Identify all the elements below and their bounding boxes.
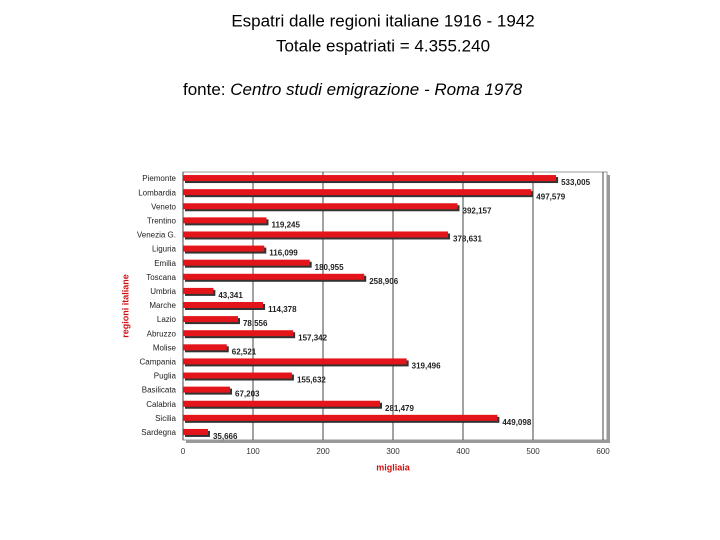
bar	[183, 259, 310, 266]
y-tick-label: Abruzzo	[147, 329, 177, 338]
y-tick-label: Umbria	[150, 287, 176, 296]
y-tick-label: Molise	[153, 343, 177, 352]
value-label: 119,245	[271, 220, 300, 229]
y-tick-label: Liguria	[152, 245, 177, 254]
x-tick-label: 100	[246, 447, 260, 456]
bar	[183, 245, 265, 252]
bar	[183, 302, 264, 308]
y-tick-label: Lombardia	[138, 188, 176, 197]
x-tick-label: 400	[456, 447, 470, 456]
value-label: 258,906	[369, 277, 398, 286]
bar	[183, 372, 292, 379]
value-label: 533,005	[561, 178, 590, 187]
y-tick-label: Sicilia	[155, 414, 176, 423]
bar	[183, 400, 381, 407]
bar	[183, 203, 458, 210]
y-tick-label: Sardegna	[141, 428, 176, 437]
value-label: 180,955	[315, 263, 344, 272]
bar	[183, 273, 365, 280]
bar	[183, 175, 557, 182]
value-label: 62,521	[232, 347, 257, 356]
bar	[183, 358, 407, 365]
bar	[183, 287, 214, 294]
value-label: 449,098	[502, 418, 531, 427]
y-tick-label: Calabria	[146, 400, 176, 409]
y-tick-label: Basilicata	[142, 386, 177, 395]
value-label: 319,496	[412, 362, 441, 371]
source: Centro studi emigrazione - Roma 1978	[230, 80, 523, 99]
x-tick-label: 500	[526, 447, 540, 456]
value-label: 78,556	[243, 319, 268, 328]
y-axis-label: regioni italiane	[120, 274, 130, 338]
value-label: 378,631	[453, 235, 482, 244]
y-tick-label: Venezia G.	[137, 231, 176, 240]
x-tick-label: 600	[596, 447, 610, 456]
bar	[183, 330, 294, 337]
value-label: 43,341	[218, 291, 243, 300]
source-label: fonte:	[183, 80, 226, 99]
value-label: 497,579	[536, 192, 565, 201]
y-tick-label: Veneto	[151, 202, 176, 211]
bar	[183, 428, 208, 435]
x-tick-label: 200	[316, 447, 330, 456]
bar	[183, 231, 449, 238]
y-tick-label: Trentino	[147, 216, 177, 225]
y-tick-label: Toscana	[146, 273, 176, 282]
title: Espatri dalle regioni italiane 1916 - 19…	[231, 11, 534, 30]
value-label: 35,666	[213, 432, 238, 441]
x-tick-label: 0	[181, 447, 186, 456]
value-label: 392,157	[463, 206, 492, 215]
bar	[183, 414, 498, 421]
bar	[183, 344, 227, 351]
bar	[183, 386, 231, 393]
y-tick-label: Piemonte	[142, 174, 176, 183]
bar	[183, 316, 238, 323]
bar	[183, 217, 267, 224]
value-label: 155,632	[297, 376, 326, 385]
value-label: 114,378	[268, 305, 297, 314]
y-tick-label: Campania	[140, 358, 177, 367]
value-label: 67,203	[235, 390, 260, 399]
x-axis-label: migliaia	[376, 462, 411, 472]
y-tick-label: Marche	[149, 301, 176, 310]
y-tick-label: Puglia	[154, 372, 177, 381]
y-tick-label: Emilia	[154, 259, 176, 268]
source-line: fonte: Centro studi emigrazione - Roma 1…	[183, 80, 523, 99]
value-label: 281,479	[385, 404, 414, 413]
value-label: 116,099	[269, 249, 298, 258]
x-tick-label: 300	[386, 447, 400, 456]
value-label: 157,342	[298, 333, 327, 342]
bar	[183, 189, 532, 196]
subtitle: Totale espatriati = 4.355.240	[276, 36, 490, 55]
y-tick-label: Lazio	[157, 315, 177, 324]
